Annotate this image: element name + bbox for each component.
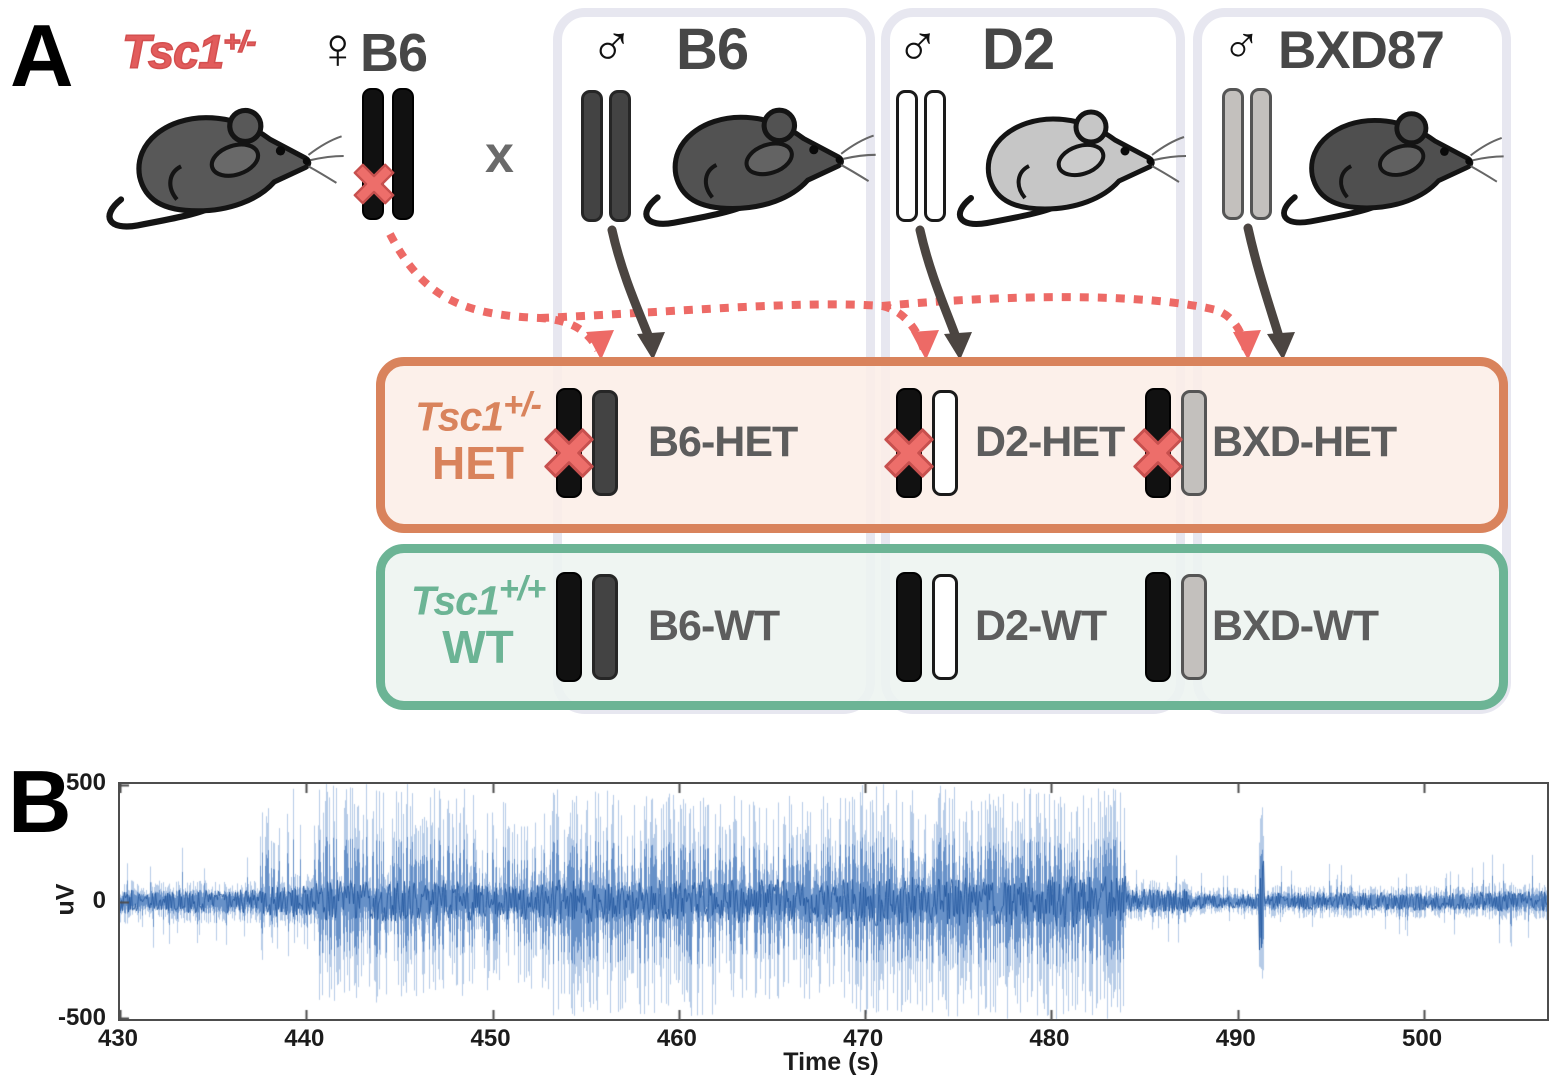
mother-strain-label: B6: [360, 23, 428, 83]
cross-symbol: x: [485, 126, 514, 184]
b6wt-label: B6-WT: [648, 602, 780, 650]
eeg-plot-frame: [118, 782, 1549, 1021]
mother-gene-name: Tsc1: [121, 24, 225, 79]
panel-a-letter: A: [10, 6, 74, 105]
wt-gene-name: Tsc1: [410, 577, 500, 624]
b6het-paternal-chromosome: [592, 390, 618, 496]
b6het-knockout-x-icon: [544, 428, 594, 478]
father-d2-strain-label: D2: [982, 17, 1055, 82]
tsc1-knockout-x-icon: [353, 163, 395, 205]
bxdwt-maternal-chromosome: [1145, 572, 1171, 682]
d2het-knockout-x-icon: [884, 428, 934, 478]
wt-group-name: WT: [442, 620, 514, 673]
male-symbol-icon-b6: ♂: [590, 14, 634, 79]
bxdwt-label: BXD-WT: [1212, 602, 1379, 650]
het-allele: +/-: [503, 386, 542, 424]
y-axis-label: uV: [51, 883, 80, 916]
x-tick-label: 450: [470, 1025, 511, 1052]
x-tick-label: 460: [656, 1025, 697, 1052]
eeg-trace: [120, 784, 1547, 1019]
wt-caption: Tsc1+/+ WT: [373, 570, 583, 673]
d2het-paternal-chromosome: [932, 390, 958, 496]
d2het-label: D2-HET: [975, 418, 1125, 466]
x-tick-label: 430: [97, 1025, 139, 1052]
bxdhet-label: BXD-HET: [1212, 418, 1397, 466]
d2wt-maternal-chromosome: [896, 572, 922, 682]
mother-allele: +/-: [223, 26, 257, 60]
b6wt-maternal-chromosome: [556, 572, 582, 682]
father-d2-mouse-icon: [950, 100, 1188, 240]
d2wt-label: D2-WT: [975, 602, 1107, 650]
x-tick-label: 440: [284, 1025, 325, 1052]
b6het-label: B6-HET: [648, 418, 798, 466]
female-symbol-icon: ♀: [316, 16, 360, 81]
father-b6-chromosome-2: [609, 90, 631, 222]
d2wt-paternal-chromosome: [932, 574, 958, 680]
b6wt-paternal-chromosome: [592, 574, 618, 680]
male-symbol-icon-d2: ♂: [896, 14, 940, 79]
father-bxd87-chromosome-1: [1222, 88, 1244, 220]
x-tick-label: 490: [1215, 1025, 1256, 1052]
het-caption: Tsc1+/- HET: [373, 386, 583, 489]
het-gene-name: Tsc1: [415, 393, 504, 440]
father-b6-strain-label: B6: [676, 17, 749, 82]
bxdwt-paternal-chromosome: [1181, 574, 1207, 680]
father-b6-mouse-icon: [636, 98, 878, 240]
father-d2-chromosome-1: [896, 90, 918, 222]
mother-gene-label: Tsc1+/-: [121, 24, 257, 79]
panel-b-letter: B: [8, 752, 72, 851]
x-axis-label: Time (s): [783, 1048, 879, 1076]
bxdhet-paternal-chromosome: [1181, 390, 1207, 496]
x-tick-label: 500: [1402, 1025, 1443, 1052]
father-bxd87-mouse-icon: [1274, 102, 1506, 238]
y-tick-label: -500: [57, 1004, 106, 1031]
father-bxd87-chromosome-2: [1250, 88, 1272, 220]
mother-mouse-icon: [100, 98, 345, 243]
father-bxd87-strain-label: BXD87: [1278, 21, 1445, 80]
het-group-name: HET: [432, 436, 524, 489]
father-d2-chromosome-2: [924, 90, 946, 222]
father-b6-chromosome-1: [581, 90, 603, 222]
mother-chromosome-2: [392, 88, 414, 220]
bxdhet-knockout-x-icon: [1133, 428, 1183, 478]
x-tick-label: 480: [1029, 1025, 1070, 1052]
male-symbol-icon-bxd87: ♂: [1222, 17, 1261, 75]
wt-allele: +/+: [498, 570, 546, 608]
